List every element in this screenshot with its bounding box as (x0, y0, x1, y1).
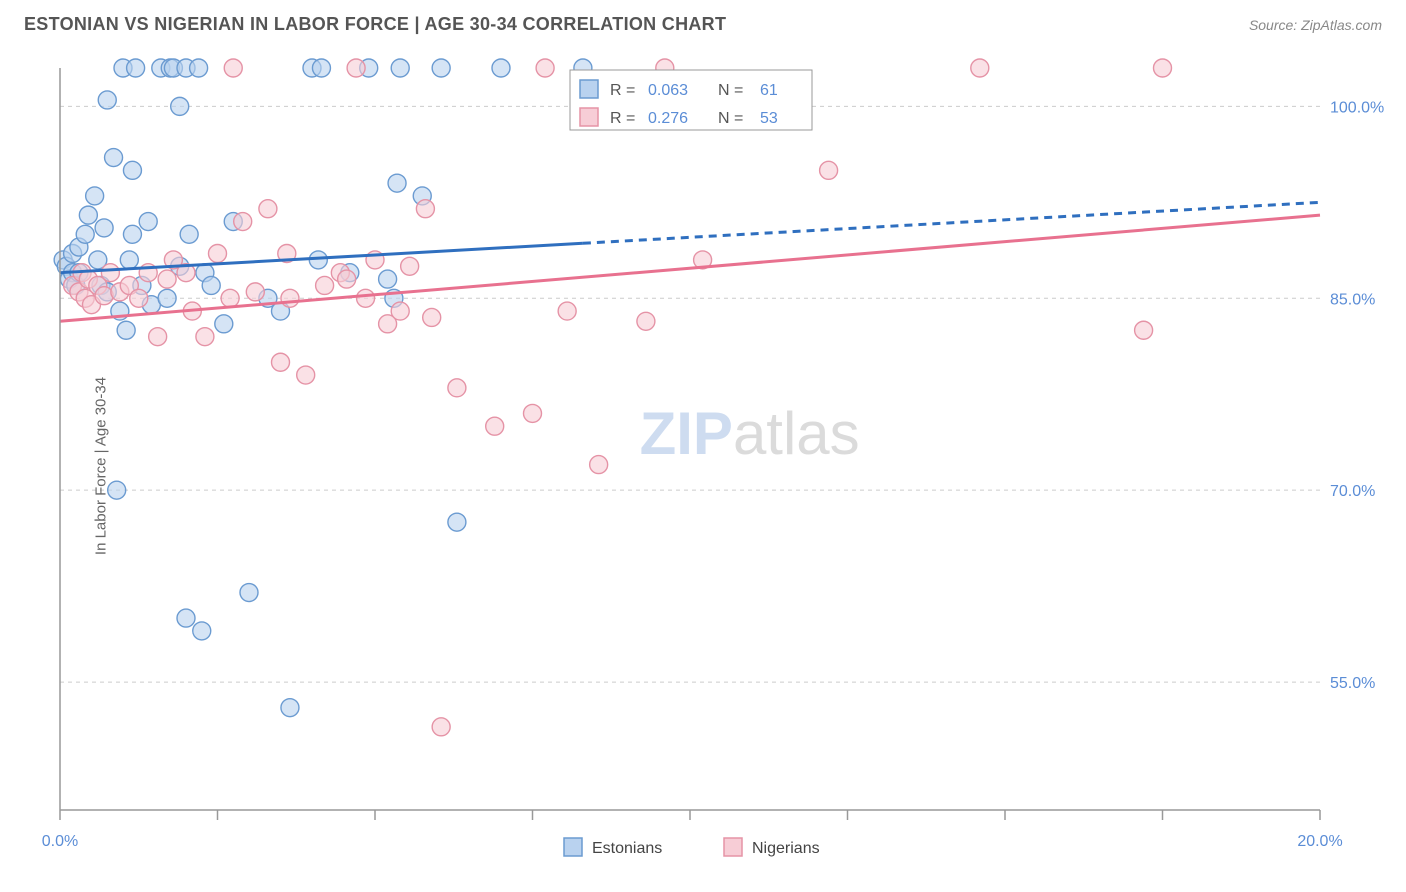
data-point (180, 225, 198, 243)
data-point (190, 59, 208, 77)
data-point (130, 289, 148, 307)
data-point (316, 276, 334, 294)
data-point (123, 225, 141, 243)
data-point (401, 257, 419, 275)
data-point (272, 353, 290, 371)
data-point (432, 59, 450, 77)
legend-n-value: 53 (760, 110, 778, 127)
data-point (215, 315, 233, 333)
data-point (391, 59, 409, 77)
y-tick-label: 55.0% (1330, 675, 1375, 692)
legend-swatch (580, 108, 598, 126)
legend-n-value: 61 (760, 82, 778, 99)
data-point (297, 366, 315, 384)
data-point (101, 264, 119, 282)
data-point (423, 308, 441, 326)
data-point (120, 251, 138, 269)
data-point (86, 187, 104, 205)
legend-swatch (564, 838, 582, 856)
data-point (357, 289, 375, 307)
legend-label: Estonians (592, 840, 662, 857)
data-point (347, 59, 365, 77)
data-point (637, 312, 655, 330)
data-point (98, 91, 116, 109)
data-point (590, 456, 608, 474)
data-point (448, 379, 466, 397)
data-point (105, 149, 123, 167)
chart-container: In Labor Force | Age 30-34 ZIPatlas 0.0% 2… (10, 50, 1386, 882)
data-point (536, 59, 554, 77)
chart-source: Source: ZipAtlas.com (1249, 17, 1382, 33)
data-point (209, 245, 227, 263)
data-point (259, 200, 277, 218)
y-axis-label: In Labor Force | Age 30-34 (93, 377, 110, 555)
data-point (281, 699, 299, 717)
legend-r-value: 0.276 (648, 110, 688, 127)
data-point (312, 59, 330, 77)
y-tick-label: 70.0% (1330, 483, 1375, 500)
data-point (202, 276, 220, 294)
data-point (95, 287, 113, 305)
x-tick-label: 20.0% (1297, 833, 1342, 850)
data-point (127, 59, 145, 77)
data-point (1135, 321, 1153, 339)
data-point (338, 270, 356, 288)
data-point (79, 206, 97, 224)
data-point (240, 584, 258, 602)
data-point (558, 302, 576, 320)
data-point (149, 328, 167, 346)
data-point (820, 161, 838, 179)
data-point (432, 718, 450, 736)
chart-header: ESTONIAN VS NIGERIAN IN LABOR FORCE | AG… (0, 0, 1406, 45)
data-point (171, 97, 189, 115)
legend-label: Nigerians (752, 840, 820, 857)
legend-r-label: R = (610, 82, 635, 99)
y-tick-label: 85.0% (1330, 291, 1375, 308)
data-point (492, 59, 510, 77)
data-point (448, 513, 466, 531)
trend-line-extrapolated (583, 202, 1320, 243)
legend-r-value: 0.063 (648, 82, 688, 99)
data-point (1154, 59, 1172, 77)
data-point (95, 219, 113, 237)
data-point (486, 417, 504, 435)
data-point (971, 59, 989, 77)
data-point (108, 481, 126, 499)
data-point (158, 289, 176, 307)
data-point (379, 270, 397, 288)
data-point (193, 622, 211, 640)
data-point (391, 302, 409, 320)
data-point (139, 213, 157, 231)
data-point (224, 59, 242, 77)
legend-r-label: R = (610, 110, 635, 127)
data-point (524, 404, 542, 422)
data-point (416, 200, 434, 218)
data-point (221, 289, 239, 307)
data-point (196, 328, 214, 346)
trend-line (60, 215, 1320, 321)
data-point (117, 321, 135, 339)
legend-n-label: N = (718, 82, 743, 99)
data-point (177, 609, 195, 627)
legend-swatch (580, 80, 598, 98)
data-point (76, 225, 94, 243)
legend-swatch (724, 838, 742, 856)
data-point (388, 174, 406, 192)
y-tick-label: 100.0% (1330, 99, 1384, 116)
data-point (123, 161, 141, 179)
data-point (234, 213, 252, 231)
data-point (158, 270, 176, 288)
scatter-chart: ZIPatlas 0.0% 20.0% 55.0% 70.0% 85.0% 100.0% R … (10, 50, 1386, 882)
chart-title: ESTONIAN VS NIGERIAN IN LABOR FORCE | AG… (24, 14, 726, 35)
data-point (281, 289, 299, 307)
x-tick-label: 0.0% (42, 833, 78, 850)
watermark: ZIPatlas (640, 400, 860, 467)
legend-n-label: N = (718, 110, 743, 127)
data-point (246, 283, 264, 301)
